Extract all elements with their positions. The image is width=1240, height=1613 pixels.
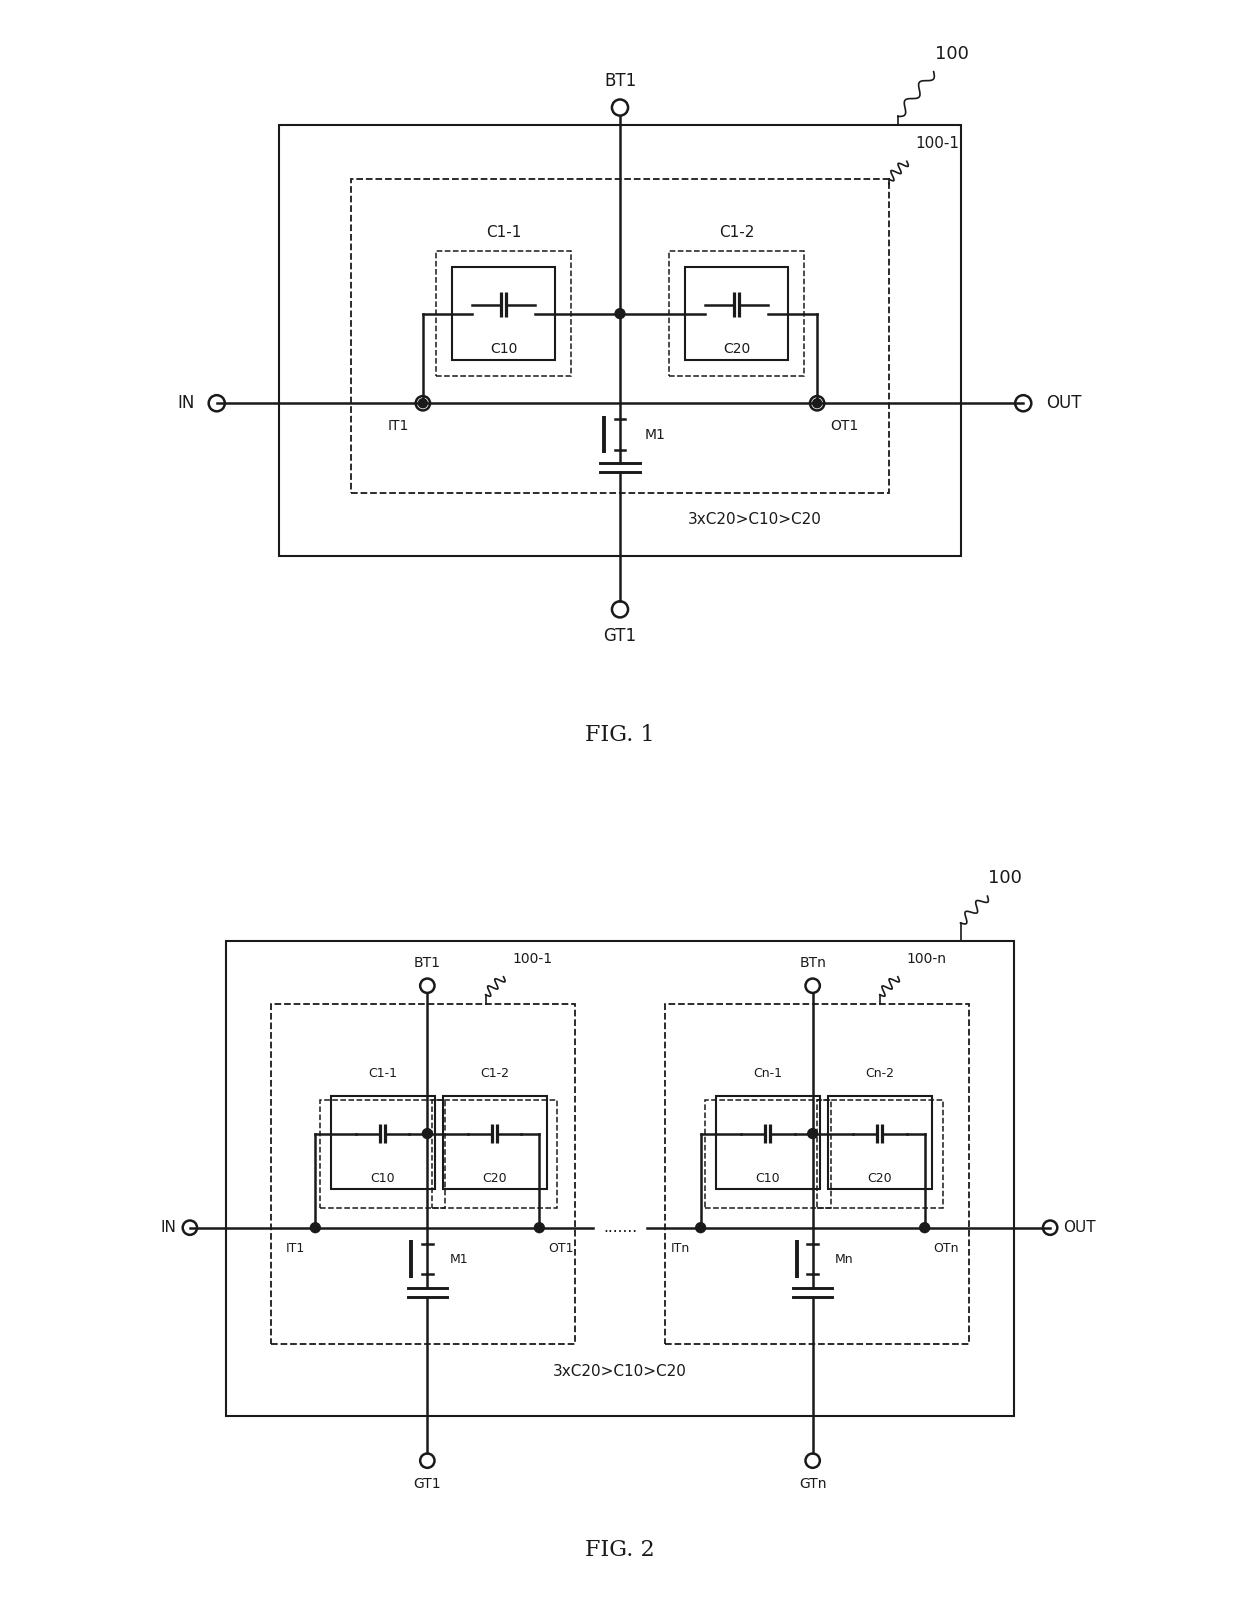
Bar bbox=[715, 1095, 820, 1189]
Text: M1: M1 bbox=[450, 1253, 469, 1266]
Text: OUT: OUT bbox=[1045, 394, 1081, 413]
Bar bbox=[432, 1100, 557, 1208]
Text: C10: C10 bbox=[371, 1171, 394, 1184]
Text: Cn-2: Cn-2 bbox=[866, 1066, 894, 1079]
Text: ITn: ITn bbox=[671, 1242, 689, 1255]
Circle shape bbox=[920, 1223, 930, 1232]
Text: 3xC20>C10>C20: 3xC20>C10>C20 bbox=[553, 1363, 687, 1379]
Text: GTn: GTn bbox=[799, 1478, 826, 1490]
Text: C20: C20 bbox=[723, 342, 750, 356]
Text: 100: 100 bbox=[935, 45, 968, 63]
Text: C10: C10 bbox=[490, 342, 517, 356]
Text: IN: IN bbox=[160, 1219, 176, 1236]
Text: GT1: GT1 bbox=[413, 1478, 441, 1490]
Circle shape bbox=[534, 1223, 544, 1232]
Text: 3xC20>C10>C20: 3xC20>C10>C20 bbox=[687, 513, 821, 527]
Text: C1-2: C1-2 bbox=[480, 1066, 510, 1079]
Bar bbox=[684, 268, 789, 360]
Text: C1-1: C1-1 bbox=[486, 226, 521, 240]
Bar bbox=[706, 1100, 831, 1208]
Text: 100: 100 bbox=[988, 869, 1022, 887]
Bar bbox=[443, 1095, 547, 1189]
Text: BT1: BT1 bbox=[414, 955, 441, 969]
Text: FIG. 2: FIG. 2 bbox=[585, 1539, 655, 1561]
Text: OT1: OT1 bbox=[548, 1242, 574, 1255]
Text: Cn-1: Cn-1 bbox=[754, 1066, 782, 1079]
Bar bbox=[665, 1003, 970, 1344]
Text: C1-2: C1-2 bbox=[719, 226, 754, 240]
Text: BT1: BT1 bbox=[604, 71, 636, 90]
Bar bbox=[320, 1100, 445, 1208]
Text: C20: C20 bbox=[868, 1171, 893, 1184]
Text: 100-1: 100-1 bbox=[915, 135, 960, 152]
Text: M1: M1 bbox=[645, 427, 666, 442]
Circle shape bbox=[807, 1129, 817, 1139]
Circle shape bbox=[812, 398, 822, 408]
Bar bbox=[828, 1095, 931, 1189]
Bar bbox=[670, 252, 804, 376]
Text: OT1: OT1 bbox=[831, 419, 859, 434]
Bar bbox=[279, 126, 961, 555]
Text: OUT: OUT bbox=[1064, 1219, 1096, 1236]
Bar bbox=[451, 268, 556, 360]
Circle shape bbox=[696, 1223, 706, 1232]
Bar bbox=[817, 1100, 942, 1208]
Bar bbox=[270, 1003, 575, 1344]
Bar bbox=[331, 1095, 434, 1189]
Text: BTn: BTn bbox=[800, 955, 826, 969]
Text: IT1: IT1 bbox=[285, 1242, 305, 1255]
Text: C10: C10 bbox=[755, 1171, 780, 1184]
Text: 100-1: 100-1 bbox=[512, 952, 553, 966]
Bar bbox=[436, 252, 570, 376]
Text: C20: C20 bbox=[482, 1171, 507, 1184]
Text: IN: IN bbox=[177, 394, 195, 413]
Circle shape bbox=[615, 308, 625, 319]
Text: GT1: GT1 bbox=[604, 627, 636, 645]
Circle shape bbox=[310, 1223, 320, 1232]
Bar bbox=[226, 940, 1014, 1416]
Bar bbox=[351, 179, 889, 494]
Text: .......: ....... bbox=[603, 1219, 637, 1236]
Text: Mn: Mn bbox=[835, 1253, 853, 1266]
Circle shape bbox=[418, 398, 428, 408]
Text: IT1: IT1 bbox=[388, 419, 409, 434]
Text: FIG. 1: FIG. 1 bbox=[585, 724, 655, 745]
Text: OTn: OTn bbox=[934, 1242, 959, 1255]
Text: C1-1: C1-1 bbox=[368, 1066, 397, 1079]
Text: 100-n: 100-n bbox=[906, 952, 947, 966]
Circle shape bbox=[423, 1129, 433, 1139]
